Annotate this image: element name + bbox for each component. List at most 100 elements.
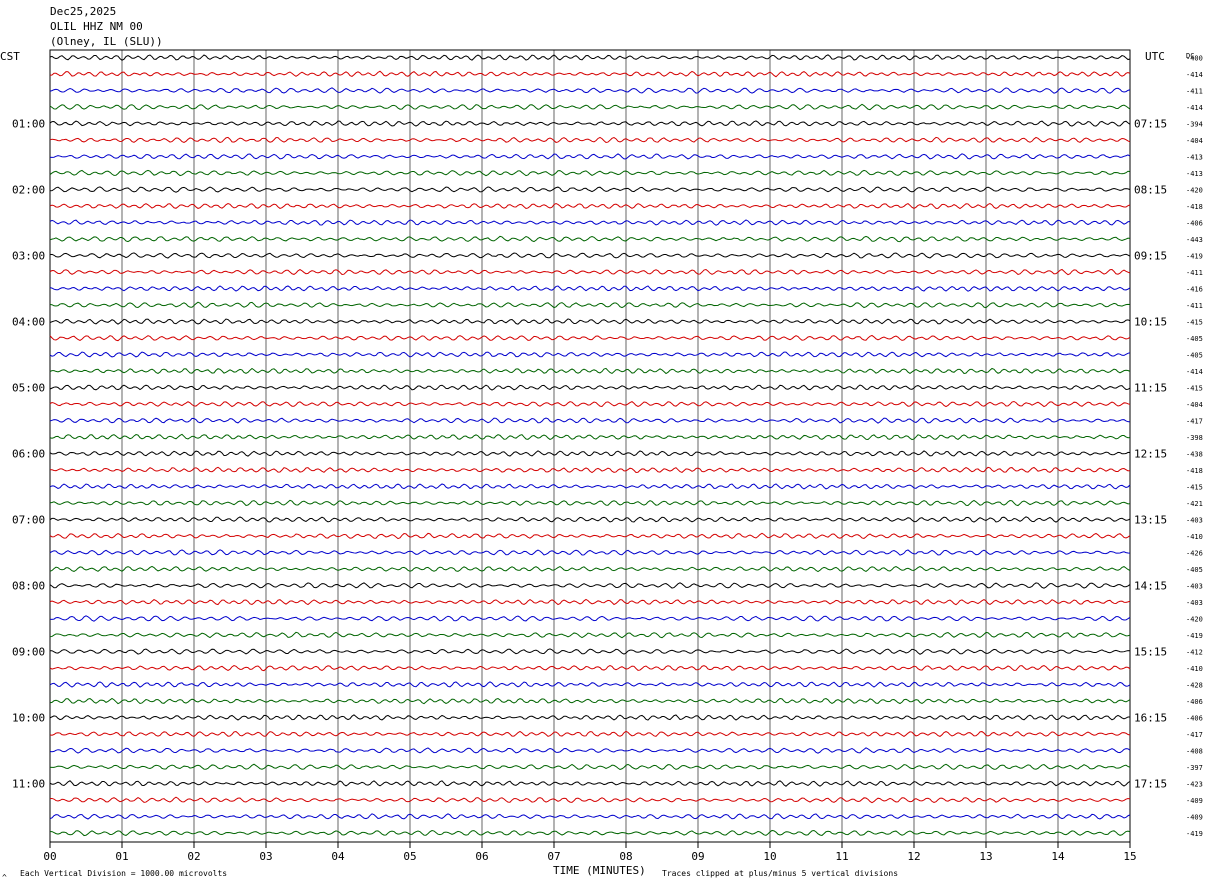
dc-offset-label: -417 (1186, 418, 1203, 426)
dc-offset-label: -403 (1186, 517, 1203, 525)
dc-offset-label: -410 (1186, 533, 1203, 541)
dc-offset-label: -406 (1186, 220, 1203, 228)
right-hour-label: 17:15 (1134, 778, 1167, 791)
dc-offset-label: -397 (1186, 764, 1203, 772)
dc-offset-label: -417 (1186, 731, 1203, 739)
dc-offset-label: -398 (1186, 434, 1203, 442)
seismic-trace (49, 351, 1131, 358)
grid-layer (49, 49, 1131, 848)
dc-offset-label: -413 (1186, 170, 1203, 178)
right-hour-label: 12:15 (1134, 448, 1167, 461)
seismic-trace (49, 252, 1131, 259)
seismic-trace (49, 763, 1131, 771)
seismic-trace (49, 367, 1131, 375)
seismic-trace (49, 747, 1131, 754)
left-hour-label: 08:00 (12, 580, 45, 593)
dc-offset-label: -410 (1186, 665, 1203, 673)
left-hour-label: 06:00 (12, 448, 45, 461)
dc-offset-label: -420 (1186, 616, 1203, 624)
seismic-trace (49, 202, 1131, 210)
seismic-trace (49, 813, 1131, 820)
seismic-trace (49, 532, 1131, 540)
x-tick-label: 06 (475, 850, 488, 863)
x-axis-label: TIME (MINUTES) (553, 864, 646, 877)
dc-offset-label: -426 (1186, 550, 1203, 558)
x-tick-label: 15 (1123, 850, 1136, 863)
x-tick-label: 05 (403, 850, 416, 863)
dc-offset-label: -411 (1186, 88, 1203, 96)
dc-offset-label: -405 (1186, 566, 1203, 574)
dc-offset-label: -428 (1186, 682, 1203, 690)
dc-offset-label: -419 (1186, 830, 1203, 838)
dc-offset-label: -418 (1186, 203, 1203, 211)
seismic-trace (49, 450, 1131, 457)
seismic-trace (49, 153, 1131, 160)
right-hour-label: 07:15 (1134, 118, 1167, 131)
seismic-trace (49, 433, 1131, 441)
left-hour-label: 05:00 (12, 382, 45, 395)
dc-offset-label: -408 (1186, 748, 1203, 756)
seismic-trace (49, 136, 1131, 144)
dc-offset-label: -405 (1186, 335, 1203, 343)
left-hour-label: 10:00 (12, 712, 45, 725)
seismic-trace (49, 54, 1131, 61)
seismic-trace (49, 615, 1131, 622)
dc-offset-label: -438 (1186, 451, 1203, 459)
left-timezone-label: CST (0, 50, 20, 63)
dc-offset-label: -443 (1186, 236, 1203, 244)
dc-offset-label: -415 (1186, 319, 1203, 327)
dc-offset-label: -412 (1186, 649, 1203, 657)
seismic-trace (49, 120, 1131, 127)
left-hour-label: 11:00 (12, 778, 45, 791)
seismic-trace (49, 169, 1131, 177)
header-date: Dec25,2025 (50, 5, 117, 18)
x-tick-label: 00 (43, 850, 56, 863)
seismic-trace (49, 186, 1131, 193)
seismic-trace (49, 796, 1131, 804)
x-tick-label: 07 (547, 850, 560, 863)
clip-note: Traces clipped at plus/minus 5 vertical … (662, 869, 898, 878)
right-hour-label: 16:15 (1134, 712, 1167, 725)
right-hour-label: 13:15 (1134, 514, 1167, 527)
seismic-trace (49, 648, 1131, 655)
x-tick-label: 02 (187, 850, 200, 863)
dc-offset-label: -414 (1186, 368, 1203, 376)
dc-offset-label: -405 (1186, 352, 1203, 360)
dc-offset-label: -420 (1186, 187, 1203, 195)
dc-offset-label: -409 (1186, 814, 1203, 822)
scale-note: Each Vertical Division = 1000.00 microvo… (20, 869, 227, 878)
seismic-trace (49, 301, 1131, 309)
x-tick-label: 14 (1051, 850, 1065, 863)
left-hour-label: 07:00 (12, 514, 45, 527)
dc-offset-label: -419 (1186, 632, 1203, 640)
dc-offset-label: -415 (1186, 385, 1203, 393)
trace-layer (49, 54, 1131, 837)
x-tick-label: 10 (763, 850, 776, 863)
left-hour-label: 02:00 (12, 184, 45, 197)
x-tick-label: 04 (331, 850, 345, 863)
dc-offset-label: -403 (1186, 599, 1203, 607)
dc-offset-label: -414 (1186, 71, 1203, 79)
seismic-trace (49, 103, 1131, 111)
dc-offset-label: -406 (1186, 698, 1203, 706)
right-hour-label: 15:15 (1134, 646, 1167, 659)
seismic-trace (49, 565, 1131, 573)
x-tick-label: 12 (907, 850, 920, 863)
left-hour-label: 04:00 (12, 316, 45, 329)
seismic-trace (49, 219, 1131, 226)
right-hour-label: 08:15 (1134, 184, 1167, 197)
label-layer: 00 01 02 03 04 05 06 07 08 09 10 11 12 13 14 15 -400 -414… (12, 55, 1203, 864)
x-tick-label: 11 (835, 850, 848, 863)
right-timezone-label: UTC (1145, 50, 1165, 63)
dc-offset-label: -414 (1186, 104, 1203, 112)
seismic-trace (49, 664, 1131, 672)
seismic-trace (49, 400, 1131, 408)
dc-offset-label: -423 (1186, 781, 1203, 789)
seismic-trace (49, 235, 1131, 243)
seismic-trace (49, 483, 1131, 490)
seismic-trace (49, 549, 1131, 556)
header-location: (Olney, IL (SLU)) (50, 35, 163, 48)
right-hour-label: 09:15 (1134, 250, 1167, 263)
dc-offset-label: -413 (1186, 154, 1203, 162)
